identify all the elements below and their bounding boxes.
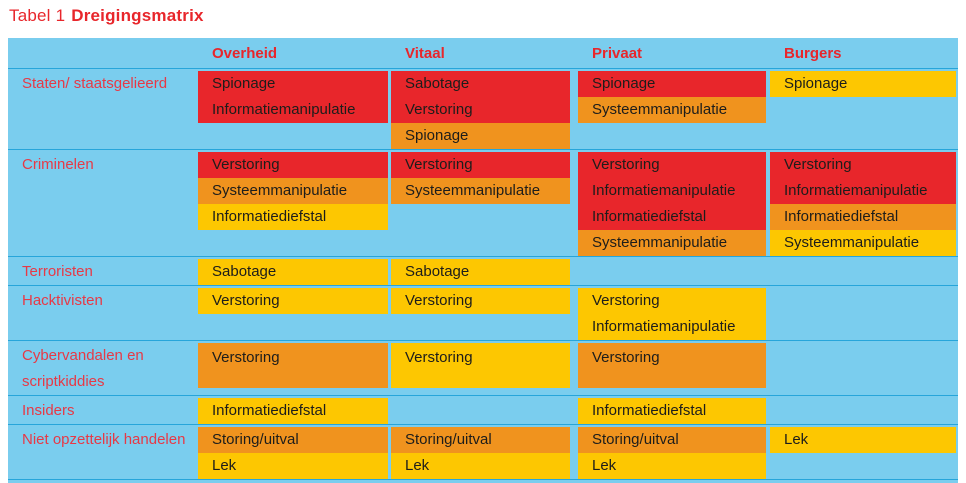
threat-cell-group-overheid: Sabotage <box>198 259 391 285</box>
threat-cell: Informatiediefstal <box>198 398 388 424</box>
threat-cell: Systeemmanipulatie <box>198 178 388 204</box>
actor-label: Niet opzettelijk handelen <box>22 431 186 448</box>
threat-cell-group-burgers <box>770 398 958 424</box>
matrix-row: Criminelen Verstoring Systeemmanipulatie In… <box>8 149 958 256</box>
threat-cell: Systeemmanipulatie <box>578 97 766 123</box>
threat-cell: Verstoring <box>198 152 388 178</box>
threat-cell-group-vitaal: Sabotage Verstoring Spionage <box>391 71 578 149</box>
threat-cell-group-vitaal <box>391 398 578 424</box>
threat-cell: Verstoring <box>578 152 766 178</box>
threat-cell: Verstoring <box>770 152 956 178</box>
threat-cell-group-overheid: Storing/uitval Lek <box>198 427 391 479</box>
actor-label: Staten/ staatsgelieerd <box>22 75 168 92</box>
actor-label: Terroristen <box>22 263 93 280</box>
table-title: Tabel 1 Dreigingsmatrix <box>9 6 204 26</box>
column-header-burgers: Burgers <box>784 44 842 62</box>
threat-cell-group-privaat: Verstoring Informatiemanipulatie <box>578 288 770 340</box>
threat-cell-group-vitaal: Sabotage <box>391 259 578 285</box>
threat-cell: Verstoring <box>391 152 570 178</box>
threat-cell: Spionage <box>770 71 956 97</box>
threat-cell: Verstoring <box>198 288 388 314</box>
threat-cell: Spionage <box>391 123 570 149</box>
threat-cell-group-burgers: Verstoring Informatiemanipulatie Informati… <box>770 152 958 256</box>
threat-cell: Informatiemanipulatie <box>770 178 956 204</box>
threat-cell: Informatiediefstal <box>578 204 766 230</box>
threat-cell-group-overheid: Informatiediefstal <box>198 398 391 424</box>
header-row: Overheid Vitaal Privaat Burgers <box>8 38 958 68</box>
threat-cell-group-privaat: Verstoring Informatiemanipulatie Informati… <box>578 152 770 256</box>
threat-cell: Systeemmanipulatie <box>578 230 766 256</box>
threat-cell: Storing/uitval <box>198 427 388 453</box>
threat-cell-group-privaat: Storing/uitval Lek <box>578 427 770 479</box>
threat-cell-group-vitaal: Storing/uitval Lek <box>391 427 578 479</box>
threat-cell-group-vitaal: Verstoring Systeemmanipulatie <box>391 152 578 256</box>
threat-cell: Lek <box>578 453 766 479</box>
threat-cell: Verstoring <box>578 343 766 388</box>
threat-cell: Informatiediefstal <box>198 204 388 230</box>
threat-cell-group-overheid: Verstoring <box>198 343 391 395</box>
threat-cell-group-burgers <box>770 343 958 395</box>
threat-cell-group-privaat <box>578 259 770 285</box>
threat-cell-group-burgers: Lek <box>770 427 958 479</box>
threat-cell-group-privaat: Verstoring <box>578 343 770 395</box>
actor-label: Hacktivisten <box>22 292 103 309</box>
threat-cell: Storing/uitval <box>578 427 766 453</box>
threat-cell: Lek <box>198 453 388 479</box>
threat-cell: Informatiemanipulatie <box>578 178 766 204</box>
threat-cell: Verstoring <box>391 288 570 314</box>
threat-cell: Verstoring <box>198 343 388 388</box>
threat-cell: Verstoring <box>391 343 570 388</box>
threat-cell-group-burgers <box>770 259 958 285</box>
threat-cell: Verstoring <box>578 288 766 314</box>
matrix-row: Insiders Informatiediefstal Informatiedief… <box>8 395 958 424</box>
matrix-row: Niet opzettelijk handelen Storing/uitval L… <box>8 424 958 479</box>
threat-cell-group-overheid: Verstoring <box>198 288 391 340</box>
threat-cell: Informatiediefstal <box>770 204 956 230</box>
column-header-vitaal: Vitaal <box>405 44 445 62</box>
matrix-rows: Staten/ staatsgelieerd Spionage Informatie… <box>8 68 958 479</box>
matrix-row: Cybervandalen en scriptkiddies Verstoring… <box>8 340 958 395</box>
table-title-name: Dreigingsmatrix <box>71 6 204 25</box>
table-title-prefix: Tabel 1 <box>9 6 66 25</box>
column-header-overheid: Overheid <box>212 44 278 62</box>
threat-matrix-table: Overheid Vitaal Privaat Burgers Staten/ sta… <box>8 38 958 483</box>
table-footer-bar <box>8 479 958 483</box>
actor-label: Cybervandalen en scriptkiddies <box>22 347 144 390</box>
threat-cell-group-overheid: Verstoring Systeemmanipulatie Informatiedi… <box>198 152 391 256</box>
threat-cell: Informatiediefstal <box>578 398 766 424</box>
threat-cell: Lek <box>770 427 956 453</box>
threat-cell-group-overheid: Spionage Informatiemanipulatie <box>198 71 391 149</box>
threat-cell: Systeemmanipulatie <box>770 230 956 256</box>
matrix-row: Terroristen Sabotage Sabotage <box>8 256 958 285</box>
threat-cell: Systeemmanipulatie <box>391 178 570 204</box>
column-header-privaat: Privaat <box>592 44 643 62</box>
actor-label: Criminelen <box>22 156 94 173</box>
threat-cell-group-vitaal: Verstoring <box>391 288 578 340</box>
threat-cell: Storing/uitval <box>391 427 570 453</box>
threat-cell-group-privaat: Spionage Systeemmanipulatie <box>578 71 770 149</box>
actor-label: Insiders <box>22 402 75 419</box>
matrix-row: Hacktivisten Verstoring Verstoring Verstori… <box>8 285 958 340</box>
threat-cell-group-vitaal: Verstoring <box>391 343 578 395</box>
matrix-row: Staten/ staatsgelieerd Spionage Informatie… <box>8 68 958 149</box>
threat-cell: Verstoring <box>391 97 570 123</box>
threat-cell: Spionage <box>578 71 766 97</box>
threat-cell-group-burgers <box>770 288 958 340</box>
threat-cell: Informatiemanipulatie <box>578 314 766 340</box>
threat-cell: Sabotage <box>391 259 570 285</box>
threat-cell: Informatiemanipulatie <box>198 97 388 123</box>
threat-cell-group-privaat: Informatiediefstal <box>578 398 770 424</box>
threat-cell-group-burgers: Spionage <box>770 71 958 149</box>
threat-cell: Sabotage <box>198 259 388 285</box>
threat-cell: Lek <box>391 453 570 479</box>
threat-cell: Spionage <box>198 71 388 97</box>
threat-cell: Sabotage <box>391 71 570 97</box>
